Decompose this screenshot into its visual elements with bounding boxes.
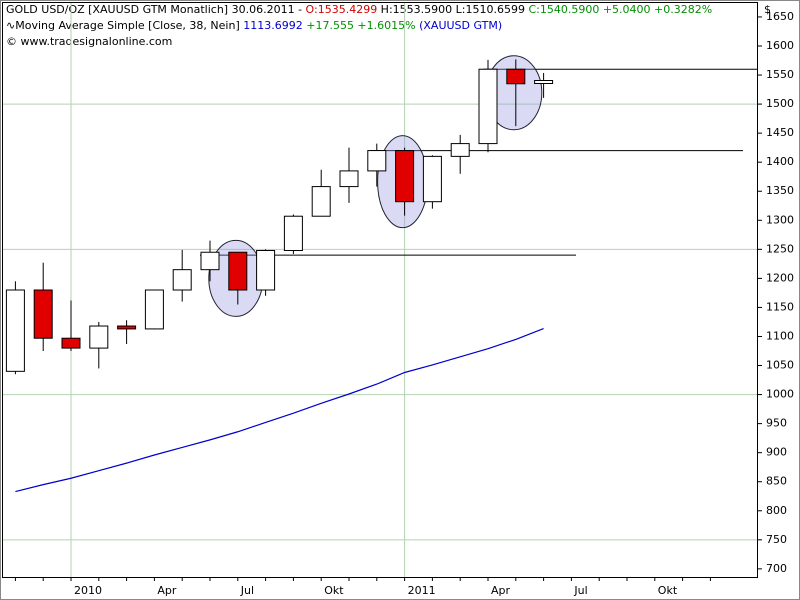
x-tick-label: 2010: [74, 584, 102, 597]
candle-body: [283, 215, 303, 251]
candle-body: [228, 251, 248, 291]
header-close: C:1540.5900 +5.0400 +0.3282%: [528, 3, 712, 16]
header-high-low: H:1553.5900 L:1510.6599: [377, 3, 528, 16]
y-tick-label: 1650: [766, 10, 794, 23]
moving-average-line: [15, 327, 544, 493]
header-open: O:1535.4299: [306, 3, 378, 16]
y-tick-label: 1100: [766, 329, 794, 342]
y-tick-label: 1250: [766, 242, 794, 255]
ma-value: 1113.6992: [243, 19, 303, 32]
candle-body: [311, 186, 331, 217]
ma-change: +17.555 +1.6015%: [303, 19, 419, 32]
candle-body: [367, 150, 387, 172]
y-tick-label: 800: [766, 504, 787, 517]
candle-body: [256, 249, 276, 291]
header-line-1: GOLD USD/OZ [XAUUSD GTM Monatlich] 30.06…: [6, 3, 712, 16]
title: GOLD USD/OZ [XAUUSD GTM Monatlich] 30.06…: [6, 3, 306, 16]
x-tick-label: Apr: [157, 584, 177, 597]
y-tick-label: 1550: [766, 68, 794, 81]
y-tick-label: 1050: [766, 359, 794, 372]
x-tick-label: Apr: [491, 584, 511, 597]
y-tick-label: 850: [766, 475, 787, 488]
y-tick-label: 700: [766, 562, 787, 575]
y-tick-label: 950: [766, 417, 787, 430]
candle-body: [450, 143, 470, 157]
x-tick-label: Okt: [324, 584, 344, 597]
candle-body: [144, 289, 164, 330]
candle-body: [61, 337, 81, 349]
candle-body: [33, 289, 53, 339]
candle-body: [200, 251, 220, 271]
ma-icon: ∿: [6, 19, 15, 32]
currency: $: [764, 3, 771, 16]
y-tick-label: 1600: [766, 39, 794, 52]
candle-body: [534, 80, 554, 85]
plot-frame: [2, 2, 758, 578]
y-tick-label: 1350: [766, 184, 794, 197]
y-tick-label: 900: [766, 446, 787, 459]
y-tick-label: 1200: [766, 271, 794, 284]
x-tick-label: Okt: [658, 584, 678, 597]
candle-body: [478, 68, 498, 145]
y-tick-label: 750: [766, 533, 787, 546]
candle-body: [117, 325, 137, 330]
ma-name: Moving Average Simple [Close, 38, Nein]: [15, 19, 243, 32]
candle-body: [395, 150, 415, 203]
ma-symbol: (XAUUSD GTM): [419, 19, 502, 32]
candle-body: [89, 325, 109, 349]
copyright: © www.tradesignalonline.com: [6, 35, 172, 48]
x-tick-label: 2011: [408, 584, 436, 597]
y-tick-label: 1500: [766, 97, 794, 110]
x-tick-label: Jul: [240, 584, 254, 597]
candle-body: [422, 155, 442, 203]
x-tick-label: Jul: [573, 584, 587, 597]
y-tick-label: 1000: [766, 388, 794, 401]
y-tick-label: 1150: [766, 300, 794, 313]
candle-body: [172, 269, 192, 291]
candle-body: [339, 170, 359, 188]
y-tick-label: 1450: [766, 126, 794, 139]
y-tick-label: 1400: [766, 155, 794, 168]
candle-body: [5, 289, 25, 372]
candle-body: [506, 68, 526, 85]
header-line-2: ∿Moving Average Simple [Close, 38, Nein]…: [6, 19, 502, 32]
y-tick-label: 1300: [766, 213, 794, 226]
